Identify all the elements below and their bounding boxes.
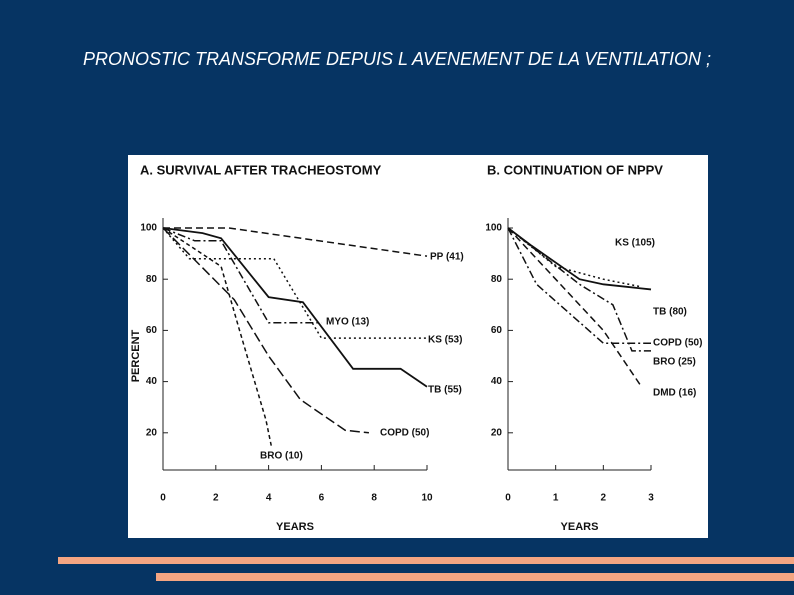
series-label: KS (105) bbox=[615, 238, 655, 249]
series-line bbox=[162, 227, 370, 434]
x-tick-label: 10 bbox=[421, 493, 433, 504]
x-tick-label: 3 bbox=[648, 493, 654, 504]
y-tick-label: 40 bbox=[146, 376, 158, 387]
slide-title: PRONOSTIC TRANSFORME DEPUIS L AVENEMENT … bbox=[83, 49, 711, 69]
chart-panel bbox=[128, 155, 708, 538]
series-line bbox=[163, 227, 428, 257]
y-tick-label: 100 bbox=[485, 223, 502, 234]
series-line bbox=[162, 227, 272, 446]
y-tick-label: 100 bbox=[140, 223, 157, 234]
series-label: DMD (16) bbox=[653, 388, 696, 399]
chart-title: A. SURVIVAL AFTER TRACHEOSTOMY bbox=[140, 162, 382, 177]
y-axis-label: PERCENT bbox=[130, 329, 142, 382]
series-line bbox=[507, 227, 643, 388]
x-tick-label: 0 bbox=[505, 493, 511, 504]
decor-bar bbox=[58, 557, 794, 564]
x-axis-label: YEARS bbox=[561, 521, 599, 533]
series-label: MYO (13) bbox=[326, 317, 369, 328]
series-label: COPD (50) bbox=[380, 428, 429, 439]
series-line bbox=[507, 227, 642, 288]
series-label: BRO (10) bbox=[260, 451, 303, 462]
chart-title: B. CONTINUATION OF NPPV bbox=[487, 162, 663, 177]
series-label: PP (41) bbox=[430, 252, 464, 263]
x-axis-label: YEARS bbox=[276, 521, 314, 533]
y-tick-label: 40 bbox=[491, 376, 503, 387]
series-label: BRO (25) bbox=[653, 357, 696, 368]
x-tick-label: 6 bbox=[319, 493, 325, 504]
series-label: COPD (50) bbox=[653, 338, 702, 349]
y-tick-label: 20 bbox=[146, 427, 158, 438]
y-tick-label: 80 bbox=[146, 274, 158, 285]
y-tick-label: 20 bbox=[491, 427, 503, 438]
series-label: KS (53) bbox=[428, 335, 462, 346]
series-line bbox=[162, 227, 322, 324]
series-label: TB (55) bbox=[428, 385, 462, 396]
x-tick-label: 1 bbox=[553, 493, 559, 504]
x-tick-label: 2 bbox=[601, 493, 607, 504]
x-tick-label: 2 bbox=[213, 493, 219, 504]
y-tick-label: 60 bbox=[146, 325, 158, 336]
series-line bbox=[507, 227, 651, 352]
series-line bbox=[507, 227, 651, 344]
x-tick-label: 0 bbox=[160, 493, 166, 504]
y-tick-label: 80 bbox=[491, 274, 503, 285]
x-tick-label: 8 bbox=[371, 493, 377, 504]
series-line bbox=[162, 227, 428, 388]
decor-bar bbox=[156, 573, 794, 581]
series-label: TB (80) bbox=[653, 307, 687, 318]
y-tick-label: 60 bbox=[491, 325, 503, 336]
x-tick-label: 4 bbox=[266, 493, 272, 504]
